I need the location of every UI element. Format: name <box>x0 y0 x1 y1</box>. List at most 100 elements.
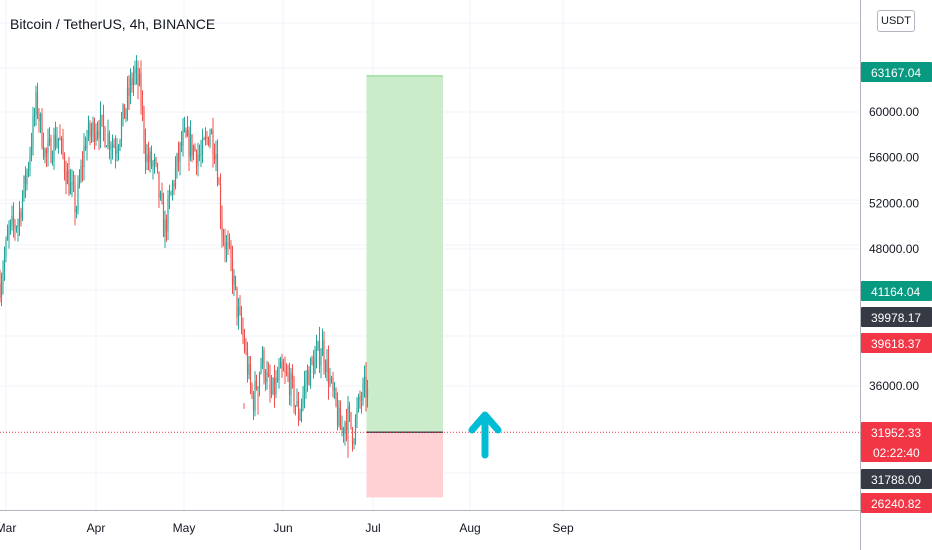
candle-body <box>324 363 327 372</box>
candle-body <box>18 211 21 223</box>
price-label-badge <box>861 307 932 327</box>
candle-body <box>248 364 250 375</box>
candle-body <box>200 154 202 156</box>
candle-body <box>366 388 369 398</box>
candle-body <box>302 394 304 405</box>
candle-body <box>12 215 15 225</box>
currency-unit-button[interactable]: USDT <box>877 10 915 32</box>
candle-body <box>155 158 157 163</box>
candle-body <box>191 134 193 156</box>
price-label-badge <box>861 333 932 353</box>
candle-body <box>290 372 292 396</box>
candle-body <box>231 258 234 285</box>
candle-body <box>363 376 366 384</box>
candle-body <box>357 396 360 409</box>
price-label-text: 26240.82 <box>871 497 921 511</box>
candle-body <box>365 376 367 398</box>
candle-body <box>0 283 3 299</box>
candle-body <box>350 411 352 428</box>
y-tick-label: 52000.00 <box>869 196 919 210</box>
candle-body <box>20 211 22 219</box>
candle-body <box>347 405 349 431</box>
candle-body <box>72 182 75 186</box>
candle-body <box>137 67 139 86</box>
candle-body <box>308 370 310 386</box>
candle-body <box>59 137 61 141</box>
candle-body <box>291 372 294 380</box>
candle-body <box>359 396 361 401</box>
x-tick-label: Mar <box>0 521 16 535</box>
candle-body <box>153 158 156 164</box>
candle-body <box>89 122 91 136</box>
candle-body <box>224 241 226 250</box>
candle-body <box>65 172 67 184</box>
candle-body <box>159 193 162 198</box>
candle-body <box>35 91 37 116</box>
candle-body <box>338 408 340 426</box>
candle-body <box>96 131 99 135</box>
candle-body <box>3 256 6 272</box>
candle-body <box>317 341 319 349</box>
candle-body <box>189 134 192 158</box>
candle-body <box>261 350 264 365</box>
candle-body <box>332 378 334 391</box>
candle-body <box>173 183 175 186</box>
candle-body <box>251 384 253 396</box>
candle-body <box>216 154 219 184</box>
candle-body <box>264 378 267 383</box>
candle-body <box>44 149 46 157</box>
candle-body <box>39 114 42 121</box>
candle-body <box>164 219 166 237</box>
candle-body <box>170 192 172 196</box>
candle-body <box>342 427 345 434</box>
candle-body <box>98 131 100 138</box>
candle-body <box>119 139 121 148</box>
candle-body <box>240 312 243 329</box>
candle-body <box>33 115 36 117</box>
candle-body <box>108 133 111 150</box>
candle-body <box>228 243 231 245</box>
candle-body <box>141 104 144 110</box>
candle-body <box>219 184 222 219</box>
candle-body <box>273 377 276 395</box>
candle-body <box>63 155 66 173</box>
candle-body <box>101 114 103 116</box>
candle-body <box>239 307 241 313</box>
chart-title: Bitcoin / TetherUS, 4h, BINANCE <box>10 16 216 32</box>
candle-body <box>246 350 249 375</box>
candle-body <box>53 134 55 160</box>
candle-body <box>146 154 148 162</box>
price-label-text: 31952.33 <box>871 426 921 440</box>
candle-body <box>0 283 1 299</box>
candle-body <box>87 122 90 139</box>
candle-body <box>309 358 312 386</box>
candle-body <box>215 154 217 160</box>
candle-body <box>158 171 160 198</box>
candle-body <box>242 328 244 337</box>
candle-body <box>336 404 339 426</box>
candle-body <box>38 113 40 121</box>
up-arrow-icon <box>468 411 502 459</box>
candle-body <box>138 73 141 86</box>
candle-body <box>263 350 265 379</box>
candle-body <box>80 165 82 181</box>
candle-body <box>90 131 93 136</box>
candle-body <box>278 368 280 381</box>
candle-body <box>344 422 346 434</box>
candle-body <box>134 70 136 75</box>
candle-body <box>195 150 198 166</box>
candle-body <box>152 163 154 167</box>
x-tick-label: Apr <box>87 521 106 535</box>
price-label-text: 63167.04 <box>871 66 921 80</box>
candle-body <box>135 67 138 71</box>
candle-body <box>45 149 48 154</box>
x-tick-label: Jul <box>365 521 380 535</box>
candle-body <box>180 143 183 146</box>
candle-body <box>312 361 315 375</box>
candle-body <box>123 104 126 119</box>
candle-body <box>192 146 195 156</box>
candle-body <box>161 193 163 202</box>
candle-body <box>144 142 147 162</box>
candle-body <box>23 176 25 197</box>
